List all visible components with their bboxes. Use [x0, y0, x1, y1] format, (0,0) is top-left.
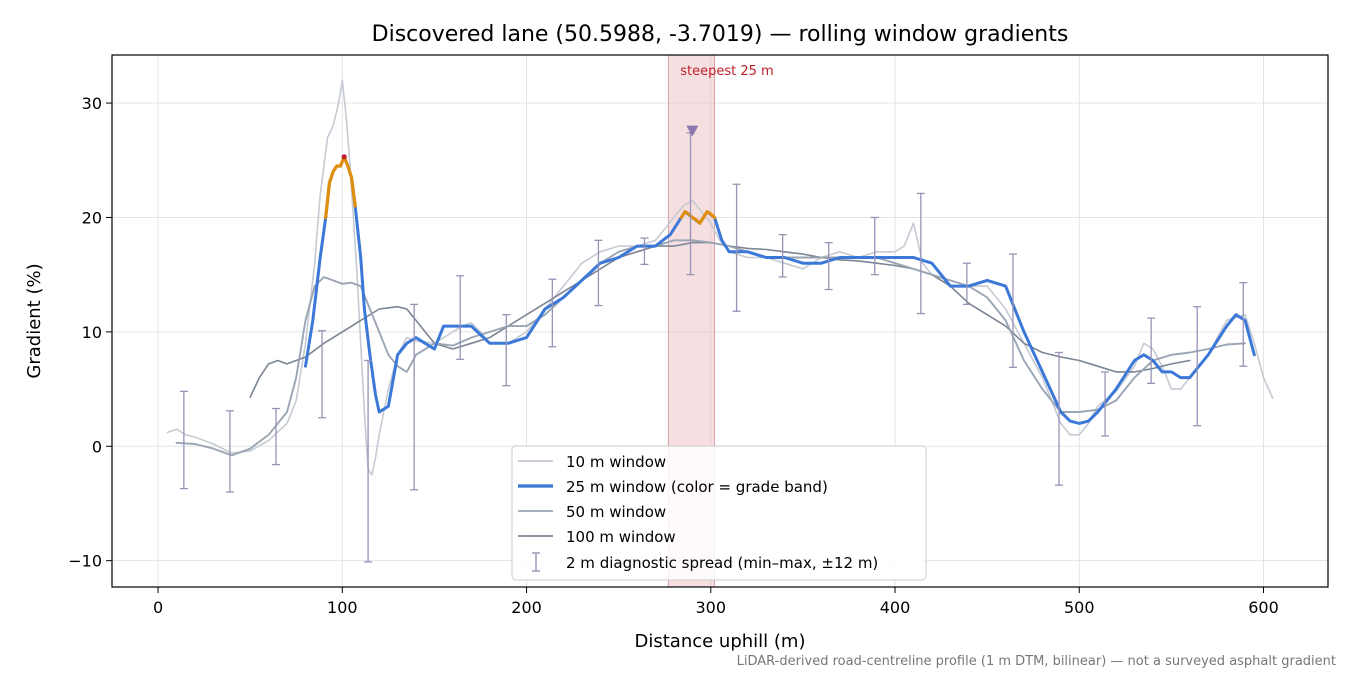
error-bar	[271, 407, 280, 466]
error-bar	[1239, 282, 1248, 367]
grid-lines	[112, 55, 1328, 587]
footnote: LiDAR-derived road-centreline profile (1…	[737, 654, 1336, 669]
legend-label-w100: 100 m window	[566, 528, 676, 546]
y-axis-label: Gradient (%)	[24, 263, 45, 378]
error-bar	[1055, 351, 1064, 486]
legend: 10 m window 25 m window (color = grade b…	[511, 445, 927, 581]
x-axis-label: Distance uphill (m)	[635, 631, 806, 652]
error-bar	[870, 216, 879, 276]
error-bar	[1193, 306, 1202, 427]
error-bar	[179, 390, 188, 490]
x-tick-label: 500	[1064, 598, 1095, 617]
legend-label-w25: 25 m window (color = grade band)	[566, 478, 828, 496]
error-bar	[410, 303, 419, 491]
x-tick-label: 600	[1248, 598, 1279, 617]
y-tick-label: 10	[82, 323, 102, 342]
error-bar	[548, 278, 557, 348]
w25-peak-point	[341, 154, 347, 160]
error-bar	[778, 233, 787, 278]
x-tick-label: 100	[327, 598, 358, 617]
series-line-w100	[249, 241, 1191, 398]
series-line-w25-steep	[324, 155, 357, 220]
highlight-label: steepest 25 m	[680, 64, 773, 79]
legend-label-errbar: 2 m diagnostic spread (min–max, ±12 m)	[566, 554, 878, 572]
error-bar	[364, 359, 373, 563]
series-line-w25-steep-2	[679, 210, 717, 225]
series-lines	[166, 79, 1274, 476]
series-line-w10	[166, 79, 1274, 476]
error-bar	[456, 275, 465, 360]
error-bar	[824, 241, 833, 291]
error-bar	[962, 262, 971, 306]
error-bar	[916, 192, 925, 315]
error-bar	[225, 410, 234, 493]
legend-swatch-errbar	[532, 552, 540, 572]
error-bar	[732, 183, 741, 312]
steepest-marker	[686, 125, 699, 137]
x-tick-label: 200	[511, 598, 542, 617]
legend-frame	[511, 445, 927, 581]
error-bar	[1101, 371, 1110, 437]
error-bar	[640, 237, 649, 266]
y-tick-label: 0	[92, 437, 102, 456]
error-bars	[179, 125, 1248, 563]
y-tick-label: −10	[68, 552, 102, 571]
x-tick-label: 300	[696, 598, 727, 617]
x-tick-label: 400	[880, 598, 911, 617]
y-tick-label: 20	[82, 208, 102, 227]
chart-title: Discovered lane (50.5988, -3.7019) — rol…	[372, 22, 1069, 47]
error-bar	[502, 314, 511, 387]
error-bar	[1147, 317, 1156, 385]
x-tick-label: 0	[153, 598, 163, 617]
error-bar	[594, 239, 603, 307]
error-bar	[1008, 253, 1017, 368]
legend-label-w50: 50 m window	[566, 503, 666, 521]
plot-frame	[111, 54, 1329, 588]
axis-ticks: 0 100 200 300 400 500 600 −10 0 10 20 30	[68, 94, 1279, 617]
legend-label-w10: 10 m window	[566, 453, 666, 471]
y-tick-label: 30	[82, 94, 102, 113]
error-bar	[318, 330, 327, 419]
